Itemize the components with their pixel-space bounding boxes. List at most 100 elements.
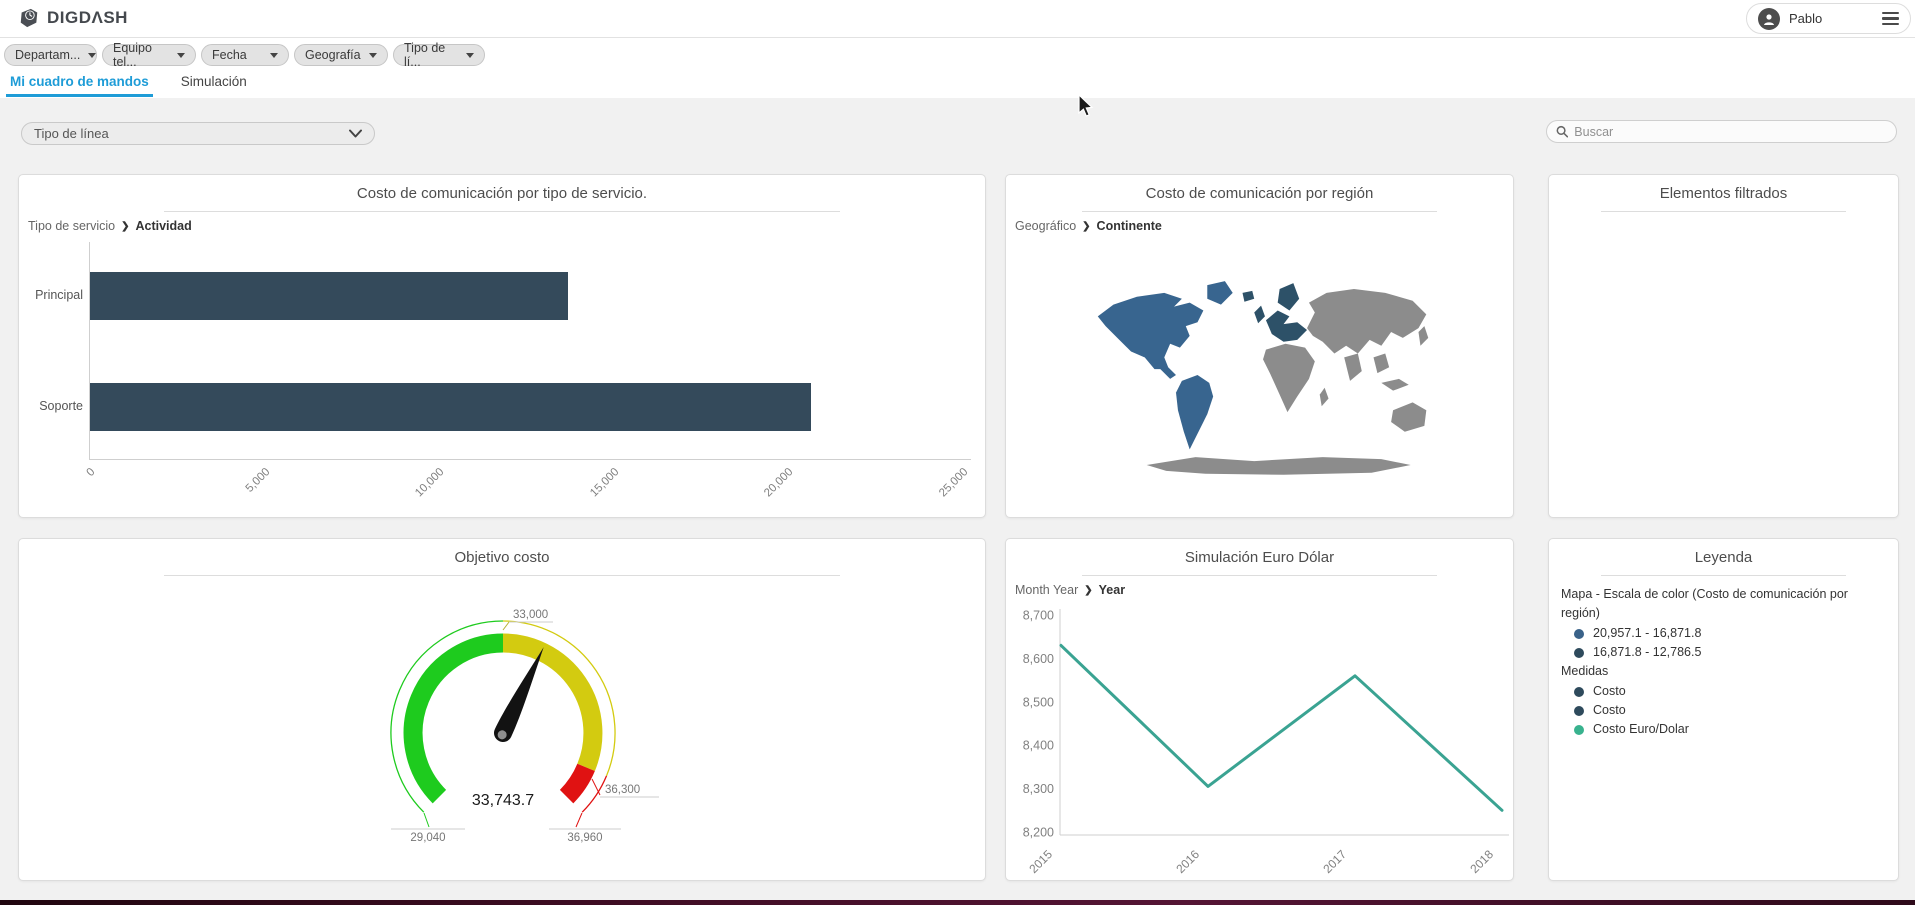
top-bar: DIGDΛSH Pablo xyxy=(0,0,1915,38)
breadcrumb: Tipo de servicio ❯ Actividad xyxy=(28,219,192,233)
legend-color-dot xyxy=(1574,705,1584,716)
x-axis-tick-label: 2015 xyxy=(1026,847,1055,876)
title-divider xyxy=(1601,211,1846,212)
chevron-down-icon xyxy=(270,52,278,58)
legend-map-scale-title: Mapa - Escala de color (Costo de comunic… xyxy=(1561,587,1848,620)
bar-soporte[interactable] xyxy=(90,383,812,431)
legend-item: Costo xyxy=(1561,682,1888,701)
legend-item-label: Costo Euro/Dolar xyxy=(1593,722,1689,736)
filter-pill-label: Departam... xyxy=(15,48,81,62)
breadcrumb-child[interactable]: Continente xyxy=(1096,219,1162,233)
x-axis-tick-label: 25,000 xyxy=(937,466,971,500)
legend-body: Mapa - Escala de color (Costo de comunic… xyxy=(1561,585,1888,739)
world-map xyxy=(1097,281,1429,475)
title-divider xyxy=(163,211,841,212)
x-axis-tick-label: 2016 xyxy=(1173,847,1202,876)
legend-item-label: Costo xyxy=(1593,684,1626,698)
bar-category-label: Principal xyxy=(35,288,83,302)
chevron-down-icon xyxy=(177,52,185,58)
breadcrumb: Geográfico ❯ Continente xyxy=(1015,219,1162,233)
filter-pill[interactable]: Equipo tel... xyxy=(102,41,196,69)
filter-pill-label: Fecha xyxy=(212,48,247,62)
line-type-select-value: Tipo de línea xyxy=(34,126,109,141)
digdash-logo-icon xyxy=(20,8,38,28)
legend-item: 20,957.1 - 16,871.8 xyxy=(1561,624,1888,643)
continent-other[interactable] xyxy=(1146,288,1429,475)
legend-item-label: 16,871.8 - 12,786.5 xyxy=(1593,645,1702,659)
title-divider xyxy=(1082,211,1437,212)
breadcrumb-child[interactable]: Year xyxy=(1098,583,1126,597)
y-axis-tick-label: 8,700 xyxy=(1023,609,1054,623)
card-service-cost: Costo de comunicación por tipo de servic… xyxy=(18,174,986,518)
card-title: Simulación Euro Dólar xyxy=(1184,549,1335,566)
continent-europe[interactable] xyxy=(1242,283,1308,342)
chevron-down-icon xyxy=(466,52,474,58)
breadcrumb-parent[interactable]: Tipo de servicio xyxy=(28,219,116,233)
gauge-value: 33,743.7 xyxy=(472,792,534,809)
legend-color-dot xyxy=(1574,628,1584,639)
x-axis-tick-label: 0 xyxy=(84,466,98,480)
user-menu[interactable]: Pablo xyxy=(1746,3,1911,34)
legend-color-dot xyxy=(1574,724,1584,735)
logo-text: DIGDΛSH xyxy=(47,8,128,27)
y-axis-tick-label: 8,500 xyxy=(1023,695,1054,709)
search-input[interactable] xyxy=(1574,124,1887,139)
legend-item: Costo xyxy=(1561,701,1888,720)
search-icon xyxy=(1556,125,1569,138)
filter-pill[interactable]: Departam... xyxy=(4,44,97,66)
card-title: Objetivo costo xyxy=(454,549,550,566)
line-type-select[interactable]: Tipo de línea xyxy=(21,122,375,145)
line-series[interactable] xyxy=(1059,643,1504,812)
legend-color-dot xyxy=(1574,647,1584,658)
hamburger-menu-icon[interactable] xyxy=(1882,11,1899,26)
chevron-right-icon: ❯ xyxy=(121,220,130,232)
legend-color-dot xyxy=(1574,686,1584,697)
gauge-zone-green xyxy=(403,633,504,804)
gauge-chart: 33,000 36,300 36,960 29,040 33,743.7 xyxy=(390,609,659,844)
gauge-needle xyxy=(494,647,544,742)
card-title: Costo de comunicación por región xyxy=(1145,185,1374,202)
filter-pill-label: Equipo tel... xyxy=(113,41,152,69)
filter-pill-label: Tipo de lí... xyxy=(404,41,446,69)
legend-item: 16,871.8 - 12,786.5 xyxy=(1561,643,1888,662)
y-axis-tick-label: 8,400 xyxy=(1023,739,1054,753)
x-axis-tick-label: 5,000 xyxy=(243,466,273,495)
breadcrumb-parent[interactable]: Month Year xyxy=(1015,583,1079,597)
bar-principal[interactable] xyxy=(90,272,569,320)
legend-item-label: Costo xyxy=(1593,703,1626,717)
card-filtered-elements: Elementos filtrados xyxy=(1548,174,1899,518)
y-axis-tick-label: 8,600 xyxy=(1023,652,1054,666)
x-axis-tick-label: 10,000 xyxy=(413,466,447,500)
gauge-max-label: 36,960 xyxy=(567,832,602,844)
filter-pill[interactable]: Fecha xyxy=(201,44,289,66)
card-title: Leyenda xyxy=(1694,549,1753,566)
gauge-threshold-label: 36,300 xyxy=(605,784,640,796)
gauge-threshold-label: 33,000 xyxy=(513,609,548,621)
bar-category-label: Soporte xyxy=(39,399,83,413)
x-axis-tick-label: 2017 xyxy=(1320,847,1349,876)
filter-pill[interactable]: Tipo de lí... xyxy=(393,41,485,69)
tab-inactive[interactable]: Simulación xyxy=(180,74,247,89)
search-box[interactable] xyxy=(1546,120,1897,143)
tab-bar: Mi cuadro de mandos Simulación xyxy=(0,72,1915,98)
filter-bar: Departam... Equipo tel... Fecha Geografía Ti… xyxy=(0,38,1915,72)
breadcrumb-parent[interactable]: Geográfico xyxy=(1015,219,1077,233)
continent-america[interactable] xyxy=(1097,281,1233,450)
digdash-logo[interactable]: DIGDΛSH xyxy=(18,7,128,29)
y-axis-tick-label: 8,300 xyxy=(1023,782,1054,796)
legend-item: Costo Euro/Dolar xyxy=(1561,720,1888,739)
chevron-down-icon xyxy=(349,129,362,138)
user-avatar-icon xyxy=(1758,7,1780,30)
card-title: Elementos filtrados xyxy=(1659,185,1788,202)
filter-pill[interactable]: Geografía xyxy=(294,44,388,66)
card-legend: Leyenda Mapa - Escala de color (Costo de… xyxy=(1548,538,1899,881)
gauge-zone-red xyxy=(559,763,595,804)
breadcrumb-child[interactable]: Actividad xyxy=(135,219,192,233)
title-divider xyxy=(1601,575,1846,576)
tab-active[interactable]: Mi cuadro de mandos xyxy=(6,72,153,97)
card-euro-dollar: Simulación Euro Dólar Month Year ❯ Year … xyxy=(1005,538,1514,881)
chevron-down-icon xyxy=(88,52,97,58)
x-axis-tick-label: 15,000 xyxy=(587,466,622,500)
legend-measures-title: Medidas xyxy=(1561,664,1609,678)
